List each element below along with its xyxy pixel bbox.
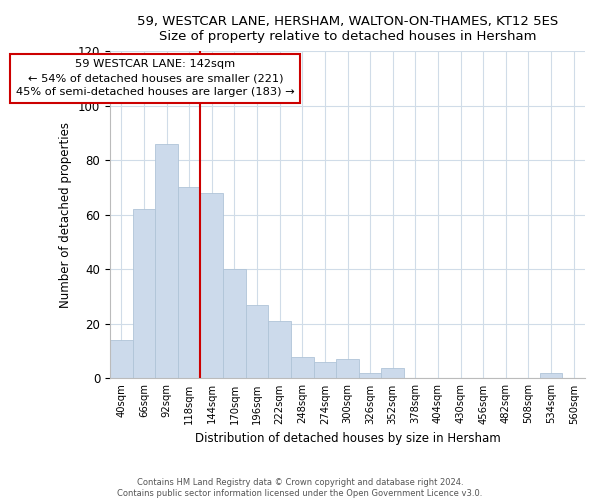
Bar: [133, 210, 155, 378]
X-axis label: Distribution of detached houses by size in Hersham: Distribution of detached houses by size …: [194, 432, 500, 445]
Bar: [291, 356, 314, 378]
Bar: [268, 321, 291, 378]
Y-axis label: Number of detached properties: Number of detached properties: [59, 122, 73, 308]
Bar: [200, 193, 223, 378]
Bar: [314, 362, 336, 378]
Bar: [155, 144, 178, 378]
Bar: [246, 305, 268, 378]
Text: Contains HM Land Registry data © Crown copyright and database right 2024.
Contai: Contains HM Land Registry data © Crown c…: [118, 478, 482, 498]
Bar: [336, 360, 359, 378]
Bar: [359, 373, 382, 378]
Bar: [110, 340, 133, 378]
Title: 59, WESTCAR LANE, HERSHAM, WALTON-ON-THAMES, KT12 5ES
Size of property relative : 59, WESTCAR LANE, HERSHAM, WALTON-ON-THA…: [137, 15, 558, 43]
Bar: [178, 188, 200, 378]
Text: 59 WESTCAR LANE: 142sqm
← 54% of detached houses are smaller (221)
45% of semi-d: 59 WESTCAR LANE: 142sqm ← 54% of detache…: [16, 60, 295, 98]
Bar: [540, 373, 562, 378]
Bar: [382, 368, 404, 378]
Bar: [223, 270, 246, 378]
